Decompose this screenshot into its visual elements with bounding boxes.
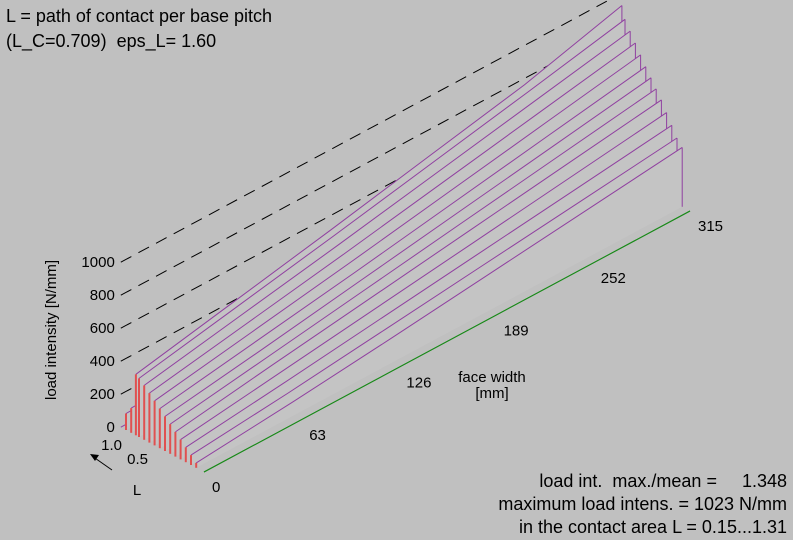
z-tick-600: 600	[90, 320, 115, 337]
z-tick-800: 800	[90, 287, 115, 304]
grid-line-1000	[120, 0, 608, 263]
profile-line-L-0.35	[185, 124, 673, 448]
z-tick-0: 0	[106, 419, 114, 436]
profile-line-L-1.31	[135, 5, 623, 375]
header-line-2: (L_C=0.709) eps_L= 1.60	[6, 31, 217, 51]
profile-line-L-1.15	[143, 30, 631, 386]
x-tick-252: 252	[601, 270, 626, 287]
stats-max-mean: load int. max./mean = 1.348	[539, 471, 787, 491]
profile-line-L-0.25	[190, 137, 678, 456]
grid-line-600	[120, 66, 608, 329]
surface-strip-0.35	[185, 125, 672, 463]
grid-line-400	[120, 99, 608, 362]
z-tick-200: 200	[90, 386, 115, 403]
profile-line-L-0.55	[175, 99, 662, 433]
profile-line-L-0.65	[169, 88, 657, 425]
surface-strip-0.25	[191, 138, 677, 465]
stats-max-load: maximum load intens. = 1023 N/mm	[498, 494, 787, 514]
x-tick-63: 63	[309, 427, 326, 444]
profile-line-L-1.05	[149, 42, 636, 394]
y-axis-label: L	[133, 482, 141, 499]
x-tick-189: 189	[504, 322, 529, 339]
profile-line-L-0.15	[195, 146, 683, 464]
stats-contact-area: in the contact area L = 0.15...1.31	[518, 517, 787, 537]
z-tick-400: 400	[90, 353, 115, 370]
profile-line-L-0.85	[159, 66, 647, 410]
z-axis-label: load intensity [N/mm]	[43, 260, 60, 400]
y-tick-0.5: 0.5	[127, 451, 148, 468]
profile-line-L-1.25	[138, 18, 626, 379]
front-baseline	[203, 210, 691, 473]
y-tick-1.0: 1.0	[101, 437, 122, 454]
x-tick-315: 315	[698, 218, 723, 235]
x-axis-label-line-1: face width	[458, 369, 526, 386]
x-tick-0: 0	[212, 479, 220, 496]
profile-line-L-0.45	[180, 112, 667, 441]
profile-line-L-0.75	[164, 77, 652, 417]
header-line-1: L = path of contact per base pitch	[6, 6, 273, 26]
y-axis-arrow-head	[90, 454, 99, 461]
grid-line-800	[120, 33, 608, 296]
x-axis-label-line-2: [mm]	[475, 385, 508, 402]
x-tick-126: 126	[406, 375, 431, 392]
profile-line-L-0.95	[154, 54, 641, 402]
z-tick-1000: 1000	[81, 254, 114, 271]
